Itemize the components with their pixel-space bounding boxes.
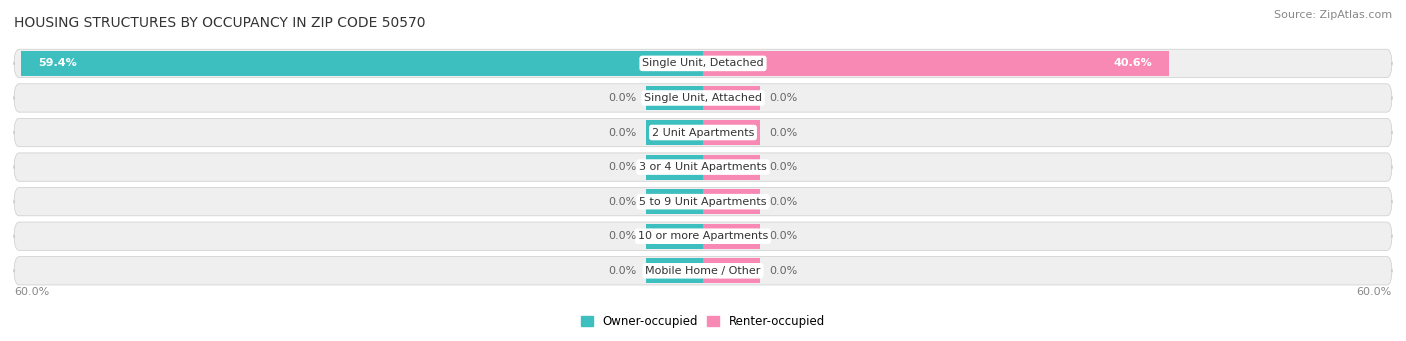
Text: 0.0%: 0.0% xyxy=(769,266,797,276)
FancyBboxPatch shape xyxy=(14,153,1392,181)
Bar xyxy=(645,86,703,110)
Text: Source: ZipAtlas.com: Source: ZipAtlas.com xyxy=(1274,10,1392,20)
Text: 10 or more Apartments: 10 or more Apartments xyxy=(638,231,768,241)
Text: 0.0%: 0.0% xyxy=(609,231,637,241)
FancyBboxPatch shape xyxy=(14,49,1392,77)
FancyBboxPatch shape xyxy=(14,257,1392,285)
Bar xyxy=(703,155,761,179)
Text: 2 Unit Apartments: 2 Unit Apartments xyxy=(652,128,754,137)
Text: 0.0%: 0.0% xyxy=(609,162,637,172)
Text: 0.0%: 0.0% xyxy=(769,197,797,207)
Legend: Owner-occupied, Renter-occupied: Owner-occupied, Renter-occupied xyxy=(576,310,830,333)
Text: Single Unit, Attached: Single Unit, Attached xyxy=(644,93,762,103)
Text: 60.0%: 60.0% xyxy=(1357,287,1392,297)
FancyBboxPatch shape xyxy=(14,84,1392,112)
Bar xyxy=(703,120,761,145)
Bar xyxy=(645,120,703,145)
Text: 0.0%: 0.0% xyxy=(609,266,637,276)
Text: 0.0%: 0.0% xyxy=(769,231,797,241)
Text: Single Unit, Detached: Single Unit, Detached xyxy=(643,58,763,69)
Bar xyxy=(21,51,703,76)
FancyBboxPatch shape xyxy=(14,118,1392,147)
Bar xyxy=(645,224,703,249)
Bar xyxy=(703,189,761,214)
Text: 0.0%: 0.0% xyxy=(609,93,637,103)
Text: 0.0%: 0.0% xyxy=(609,197,637,207)
Text: 0.0%: 0.0% xyxy=(769,128,797,137)
Bar xyxy=(703,51,1170,76)
Bar xyxy=(703,258,761,283)
Text: 0.0%: 0.0% xyxy=(609,128,637,137)
FancyBboxPatch shape xyxy=(14,222,1392,250)
Text: 0.0%: 0.0% xyxy=(769,162,797,172)
FancyBboxPatch shape xyxy=(14,188,1392,216)
Text: 59.4%: 59.4% xyxy=(38,58,77,69)
Text: Mobile Home / Other: Mobile Home / Other xyxy=(645,266,761,276)
Text: 40.6%: 40.6% xyxy=(1114,58,1152,69)
Bar xyxy=(645,258,703,283)
Text: 3 or 4 Unit Apartments: 3 or 4 Unit Apartments xyxy=(640,162,766,172)
Text: 5 to 9 Unit Apartments: 5 to 9 Unit Apartments xyxy=(640,197,766,207)
Bar xyxy=(645,189,703,214)
Bar xyxy=(645,155,703,179)
Text: 0.0%: 0.0% xyxy=(769,93,797,103)
Bar xyxy=(703,224,761,249)
Text: HOUSING STRUCTURES BY OCCUPANCY IN ZIP CODE 50570: HOUSING STRUCTURES BY OCCUPANCY IN ZIP C… xyxy=(14,16,426,30)
Text: 60.0%: 60.0% xyxy=(14,287,49,297)
Bar xyxy=(703,86,761,110)
